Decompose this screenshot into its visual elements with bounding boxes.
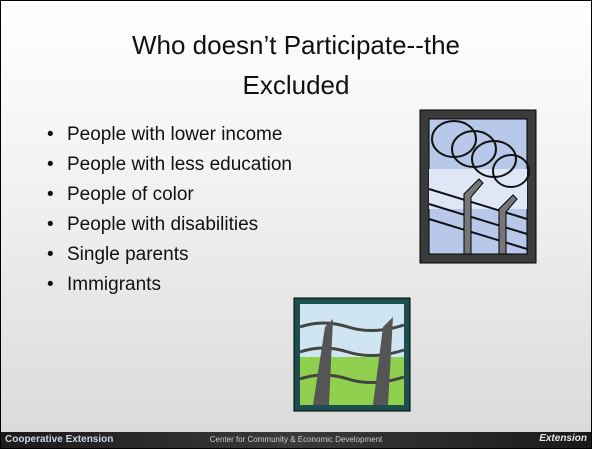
footer-center: Center for Community & Economic Developm… bbox=[1, 435, 591, 444]
bullet-item: Single parents bbox=[45, 240, 292, 270]
page: {"title": "Who doesn\u2019t Participate-… bbox=[0, 0, 592, 449]
bullet-item: Immigrants bbox=[45, 270, 292, 300]
slide: Who doesn’t Participate--the Excluded Pe… bbox=[0, 0, 592, 449]
bullet-item: People with less education bbox=[45, 150, 292, 180]
barbed-wire-clipart bbox=[419, 109, 537, 264]
slide-title: Who doesn’t Participate--the Excluded bbox=[106, 25, 486, 105]
bullet-item: People of color bbox=[45, 180, 292, 210]
footer-logo: Extension bbox=[539, 433, 587, 444]
bullet-item: People with lower income bbox=[45, 120, 292, 150]
bullet-list: People with lower incomePeople with less… bbox=[45, 120, 292, 300]
footer-bar: Cooperative Extension Center for Communi… bbox=[1, 432, 591, 448]
bullet-item: People with disabilities bbox=[45, 210, 292, 240]
fence-clipart bbox=[293, 297, 411, 412]
